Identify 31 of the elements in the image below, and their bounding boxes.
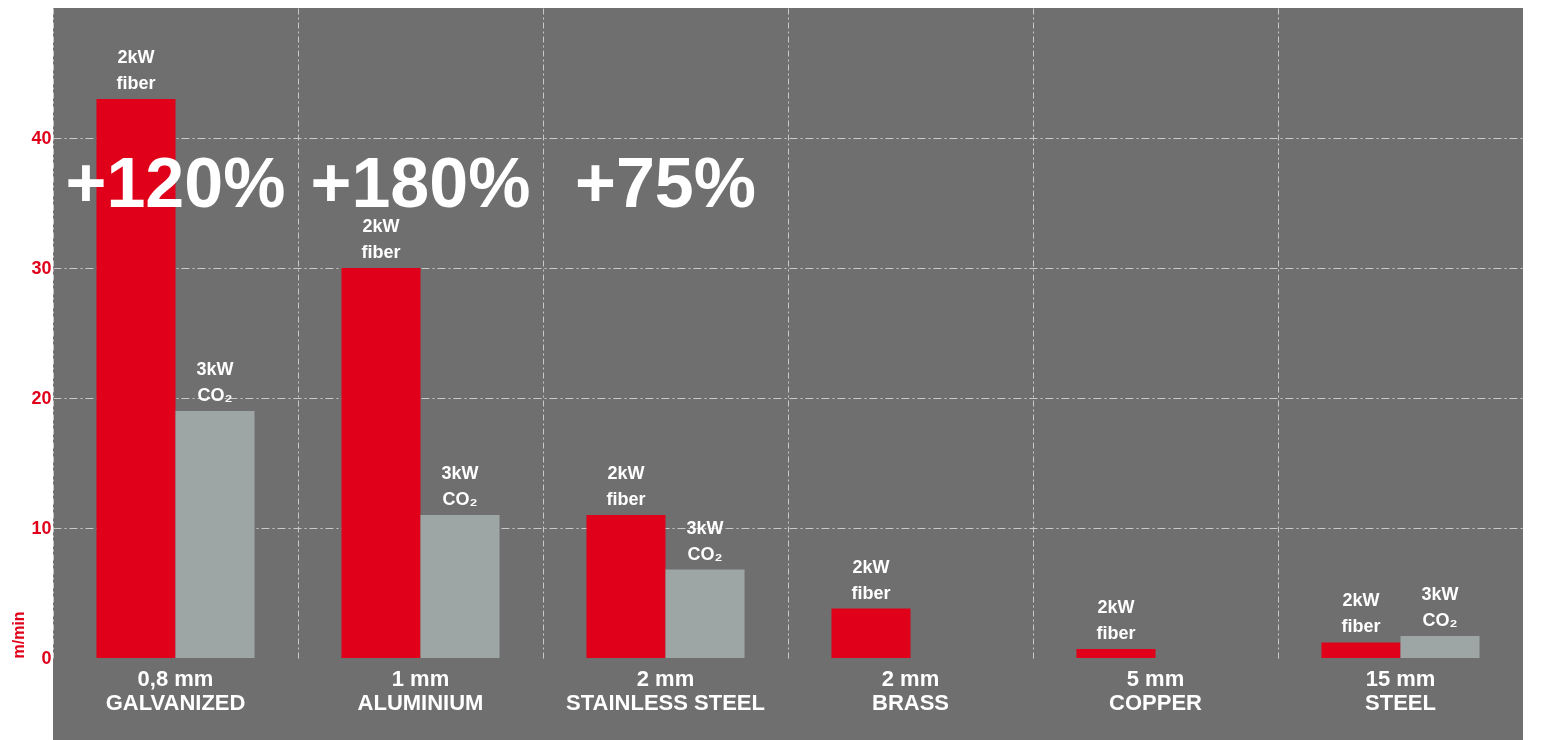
x-tick-label: 1 mm ALUMINIUM	[357, 665, 484, 715]
text: 2kW fiber	[606, 463, 646, 509]
bar	[586, 515, 666, 658]
text: 3kW CO₂	[686, 517, 724, 564]
text: 2kW fiber	[1341, 590, 1381, 637]
bar	[1321, 642, 1401, 658]
bar	[665, 569, 745, 658]
bar	[1076, 648, 1156, 658]
x-tick-label: 0,8 mm GALVANIZED	[105, 665, 246, 715]
x-tick-label: 2 mm STAINLESS STEEL	[566, 665, 765, 715]
y-tick-label: 40	[31, 127, 52, 148]
text: 2kW fiber	[1096, 596, 1136, 643]
text: 3kW CO₂	[441, 463, 479, 509]
series-label: 2kW fiber	[116, 47, 156, 93]
y-tick-label: 20	[31, 387, 52, 408]
text: 2kW fiber	[851, 556, 891, 603]
text: 3kW CO₂	[1421, 583, 1459, 630]
series-label: 3kW CO₂	[196, 359, 234, 405]
y-tick-label: 10	[31, 517, 52, 538]
x-tick-label: 2 mm BRASS	[871, 665, 950, 715]
y-tick-label: 0	[41, 647, 52, 668]
bar	[831, 608, 911, 658]
bar	[341, 268, 421, 658]
bar	[175, 411, 255, 658]
y-tick-label: 30	[31, 257, 52, 278]
x-tick-label: 15 mm STEEL	[1365, 665, 1436, 715]
x-tick-label: 5 mm COPPER	[1109, 665, 1203, 715]
annotation: +75%	[575, 144, 756, 222]
bar	[1400, 635, 1480, 658]
bar	[420, 515, 500, 658]
y-axis-title: m/min	[10, 611, 28, 659]
